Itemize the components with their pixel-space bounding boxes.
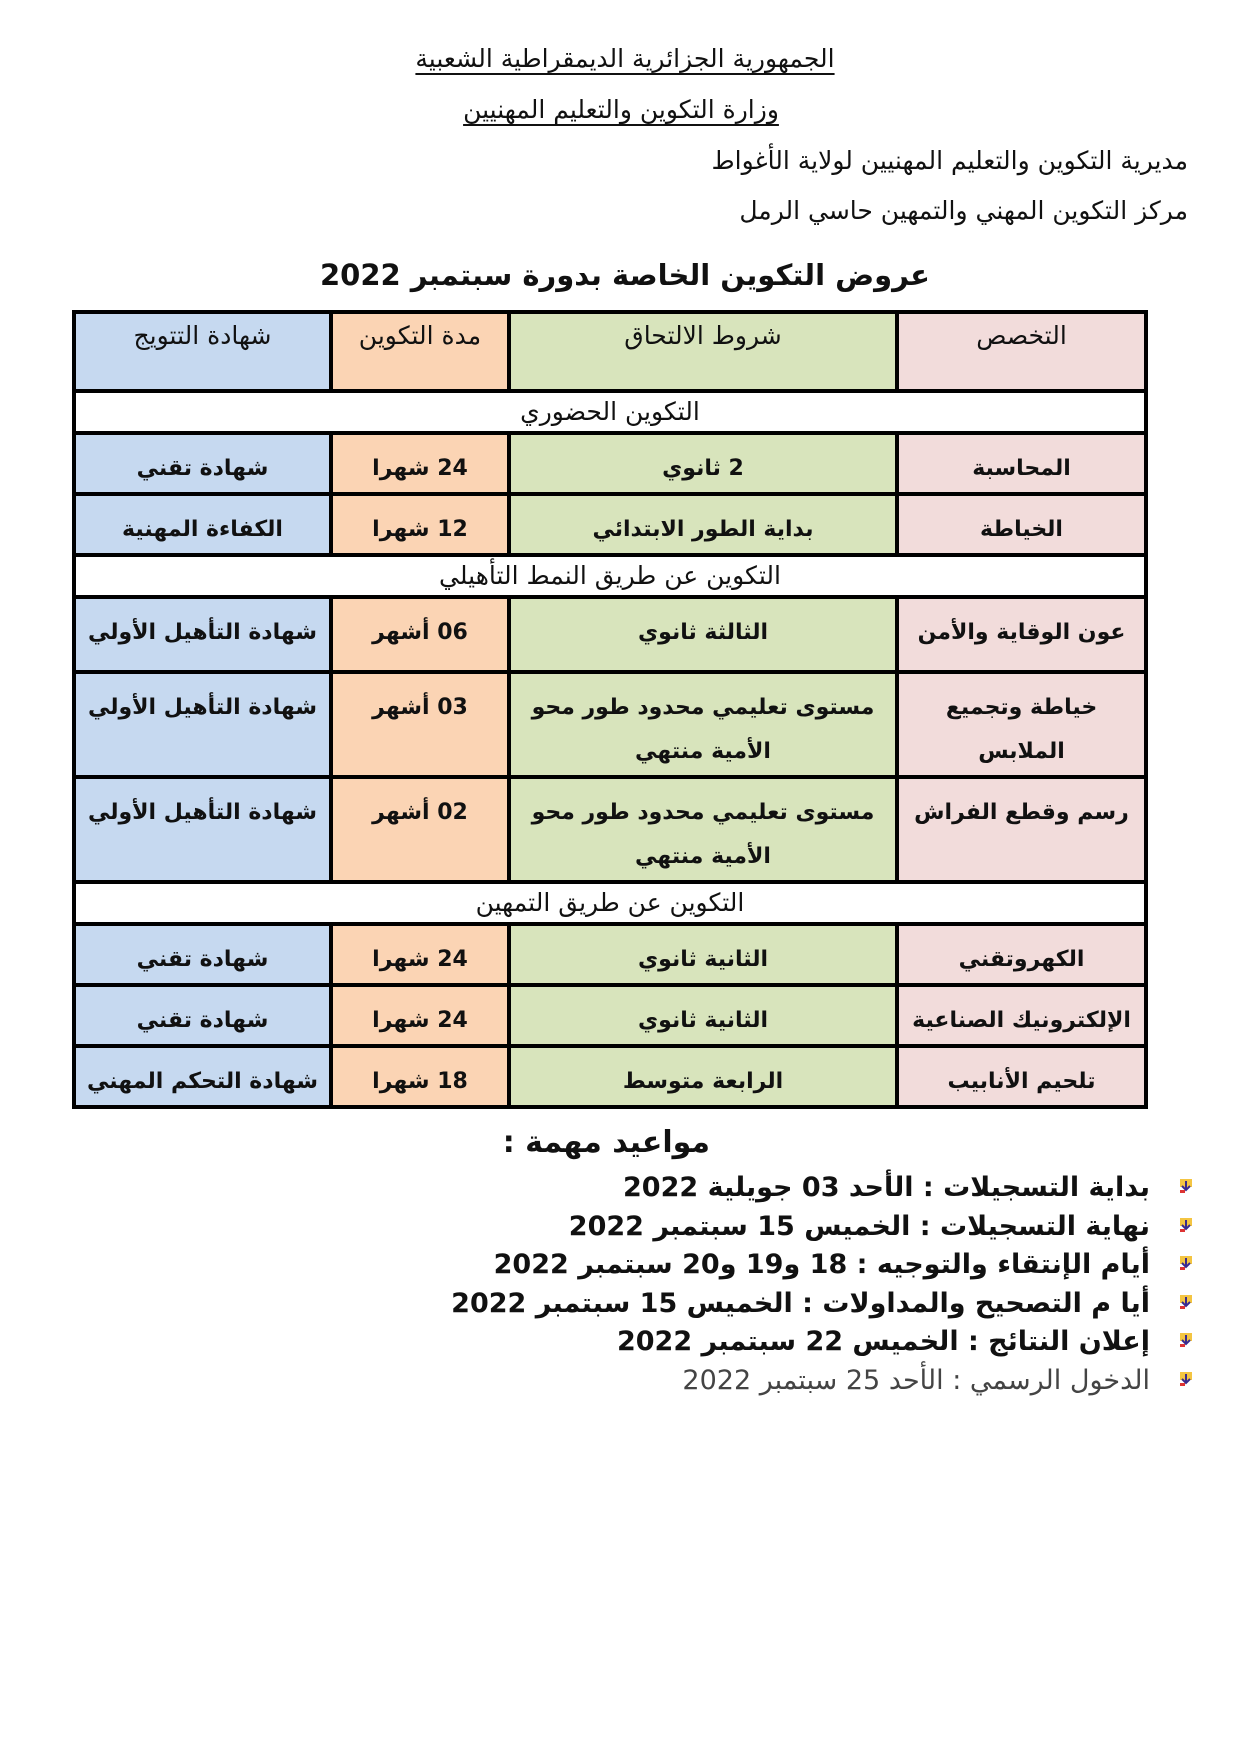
table-row: الإلكترونيك الصناعية الثانية ثانوي 24 شهرا… bbox=[72, 983, 1148, 1048]
cell-certificate: شهادة التحكم المهني bbox=[72, 1044, 333, 1109]
cell-duration: 12 شهرا bbox=[329, 492, 511, 557]
table-row: تلحيم الأنابيب الرابعة متوسط 18 شهرا شهادة … bbox=[72, 1044, 1148, 1109]
cell-certificate: شهادة التأهيل الأولي bbox=[72, 775, 333, 884]
section-row: التكوين الحضوري bbox=[72, 389, 1148, 435]
arrow-bullet-icon bbox=[1180, 1179, 1192, 1193]
cell-specialty: عون الوقاية والأمن bbox=[895, 595, 1148, 674]
date-text: أيام الإنتقاء والتوجيه : 18 و19 و20 سبتم… bbox=[493, 1249, 1150, 1280]
col-certificate: شهادة التتويج bbox=[72, 310, 333, 393]
cell-certificate: شهادة تقني bbox=[72, 431, 333, 496]
page-title: عروض التكوين الخاصة بدورة سبتمبر 2022 bbox=[319, 258, 930, 292]
section-title: التكوين عن طريق النمط التأهيلي bbox=[72, 553, 1148, 599]
center-line: مركز التكوين المهني والتمهين حاسي الرمل bbox=[739, 196, 1188, 225]
cell-conditions: 2 ثانوي bbox=[507, 431, 899, 496]
cell-specialty: المحاسبة bbox=[895, 431, 1148, 496]
date-item: بداية التسجيلات : الأحد 03 جويلية 2022 bbox=[451, 1169, 1192, 1208]
cell-duration: 02 أشهر bbox=[329, 775, 511, 884]
cell-duration: 03 أشهر bbox=[329, 670, 511, 779]
col-duration: مدة التكوين bbox=[329, 310, 511, 393]
cell-specialty: الكهروتقني bbox=[895, 922, 1148, 987]
cell-specialty: خياطة وتجميع الملابس bbox=[895, 670, 1148, 779]
arrow-bullet-icon bbox=[1180, 1294, 1192, 1309]
table-row: الكهروتقني الثانية ثانوي 24 شهرا شهادة تقني bbox=[72, 922, 1148, 987]
cell-conditions: الثالثة ثانوي bbox=[507, 595, 899, 674]
cell-conditions: بداية الطور الابتدائي bbox=[507, 492, 899, 557]
cell-conditions: مستوى تعليمي محدود طور محو الأمية منتهي bbox=[507, 670, 899, 779]
dates-heading: مواعيد مهمة : bbox=[502, 1125, 710, 1160]
cell-duration: 24 شهرا bbox=[329, 983, 511, 1048]
table-row: عون الوقاية والأمن الثالثة ثانوي 06 أشهر شه… bbox=[72, 595, 1148, 674]
cell-certificate: شهادة التأهيل الأولي bbox=[72, 670, 333, 779]
table-row: رسم وقطع الفراش مستوى تعليمي محدود طور مح… bbox=[72, 775, 1148, 884]
cell-specialty: رسم وقطع الفراش bbox=[895, 775, 1148, 884]
date-text: بداية التسجيلات : الأحد 03 جويلية 2022 bbox=[623, 1172, 1150, 1203]
arrow-bullet-icon bbox=[1180, 1217, 1192, 1232]
date-text: نهاية التسجيلات : الخميس 15 سبتمبر 2022 bbox=[568, 1210, 1150, 1242]
table-header-row: التخصص شروط الالتحاق مدة التكوين شهادة ا… bbox=[72, 310, 1148, 393]
date-item: أيا م التصحيح والمداولات : الخميس 15 سبت… bbox=[451, 1285, 1192, 1324]
ministry-heading: وزارة التكوين والتعليم المهنيين bbox=[0, 95, 1240, 124]
section-row: التكوين عن طريق النمط التأهيلي bbox=[72, 553, 1148, 599]
republic-heading: الجمهورية الجزائرية الديمقراطية الشعبية bbox=[0, 44, 1240, 73]
table-row: الخياطة بداية الطور الابتدائي 12 شهرا الكفا… bbox=[72, 492, 1148, 557]
cell-conditions: الثانية ثانوي bbox=[507, 983, 899, 1048]
arrow-bullet-icon bbox=[1180, 1333, 1192, 1347]
date-item: نهاية التسجيلات : الخميس 15 سبتمبر 2022 bbox=[451, 1208, 1192, 1247]
cell-duration: 24 شهرا bbox=[329, 431, 511, 496]
important-dates: مواعيد مهمة : بداية التسجيلات : الأحد 03… bbox=[451, 1125, 1192, 1401]
date-item: إعلان النتائج : الخميس 22 سبتمبر 2022 bbox=[451, 1323, 1192, 1362]
ministry-text: وزارة التكوين والتعليم المهنيين bbox=[463, 95, 779, 124]
cell-specialty: الخياطة bbox=[895, 492, 1148, 557]
table-row: خياطة وتجميع الملابس مستوى تعليمي محدود ط… bbox=[72, 670, 1148, 779]
section-row: التكوين عن طريق التمهين bbox=[72, 880, 1148, 926]
cell-conditions: الثانية ثانوي bbox=[507, 922, 899, 987]
date-item: أيام الإنتقاء والتوجيه : 18 و19 و20 سبتم… bbox=[451, 1246, 1192, 1285]
directorate-line: مديرية التكوين والتعليم المهنيين لولاية … bbox=[711, 146, 1188, 175]
cell-conditions: مستوى تعليمي محدود طور محو الأمية منتهي bbox=[507, 775, 899, 884]
cell-specialty: تلحيم الأنابيب bbox=[895, 1044, 1148, 1109]
arrow-bullet-icon bbox=[1180, 1371, 1192, 1386]
table-row: المحاسبة 2 ثانوي 24 شهرا شهادة تقني bbox=[72, 431, 1148, 496]
cell-certificate: شهادة تقني bbox=[72, 983, 333, 1048]
training-offers-table: التخصص شروط الالتحاق مدة التكوين شهادة ا… bbox=[72, 310, 1148, 1109]
col-conditions: شروط الالتحاق bbox=[507, 310, 899, 393]
section-title: التكوين الحضوري bbox=[72, 389, 1148, 435]
cell-certificate: الكفاءة المهنية bbox=[72, 492, 333, 557]
arrow-bullet-icon bbox=[1180, 1256, 1192, 1270]
cell-certificate: شهادة التأهيل الأولي bbox=[72, 595, 333, 674]
date-text: أيا م التصحيح والمداولات : الخميس 15 سبت… bbox=[451, 1287, 1150, 1319]
date-item: الدخول الرسمي : الأحد 25 سبتمبر 2022 bbox=[451, 1362, 1192, 1401]
date-text: الدخول الرسمي : الأحد 25 سبتمبر 2022 bbox=[682, 1364, 1150, 1396]
cell-duration: 24 شهرا bbox=[329, 922, 511, 987]
date-text: إعلان النتائج : الخميس 22 سبتمبر 2022 bbox=[616, 1326, 1150, 1357]
col-specialty: التخصص bbox=[895, 310, 1148, 393]
section-title: التكوين عن طريق التمهين bbox=[72, 880, 1148, 926]
republic-text: الجمهورية الجزائرية الديمقراطية الشعبية bbox=[415, 44, 835, 73]
cell-duration: 18 شهرا bbox=[329, 1044, 511, 1109]
cell-duration: 06 أشهر bbox=[329, 595, 511, 674]
cell-conditions: الرابعة متوسط bbox=[507, 1044, 899, 1109]
cell-certificate: شهادة تقني bbox=[72, 922, 333, 987]
cell-specialty: الإلكترونيك الصناعية bbox=[895, 983, 1148, 1048]
